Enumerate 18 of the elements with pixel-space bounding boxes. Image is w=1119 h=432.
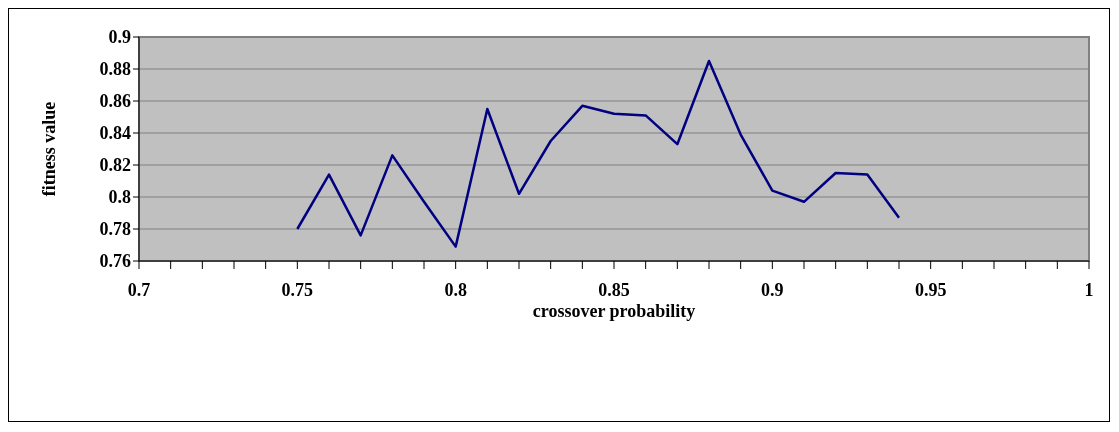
x-tick-label: 0.9 [761, 279, 784, 300]
line-series [296, 59, 901, 248]
x-tick-label: 1 [1084, 279, 1094, 300]
y-tick-label: 0.78 [99, 219, 131, 240]
y-tick-label: 0.84 [99, 123, 131, 144]
y-tick-label: 0.9 [108, 27, 131, 48]
x-tick-label: 0.75 [281, 279, 314, 300]
y-tick-label: 0.76 [99, 251, 131, 272]
y-axis-title: fitness value [39, 101, 60, 197]
y-tick-label: 0.86 [99, 91, 131, 112]
x-tick-label: 0.8 [444, 279, 467, 300]
x-tick-label: 0.7 [127, 279, 151, 300]
y-tick-label: 0.82 [99, 155, 131, 176]
y-tick-label: 0.88 [99, 59, 131, 80]
y-tick-label: 0.8 [108, 187, 131, 208]
x-tick-label: 0.95 [914, 279, 947, 300]
x-axis-title: crossover probability [532, 301, 696, 321]
x-tick-label: 0.85 [598, 279, 630, 300]
